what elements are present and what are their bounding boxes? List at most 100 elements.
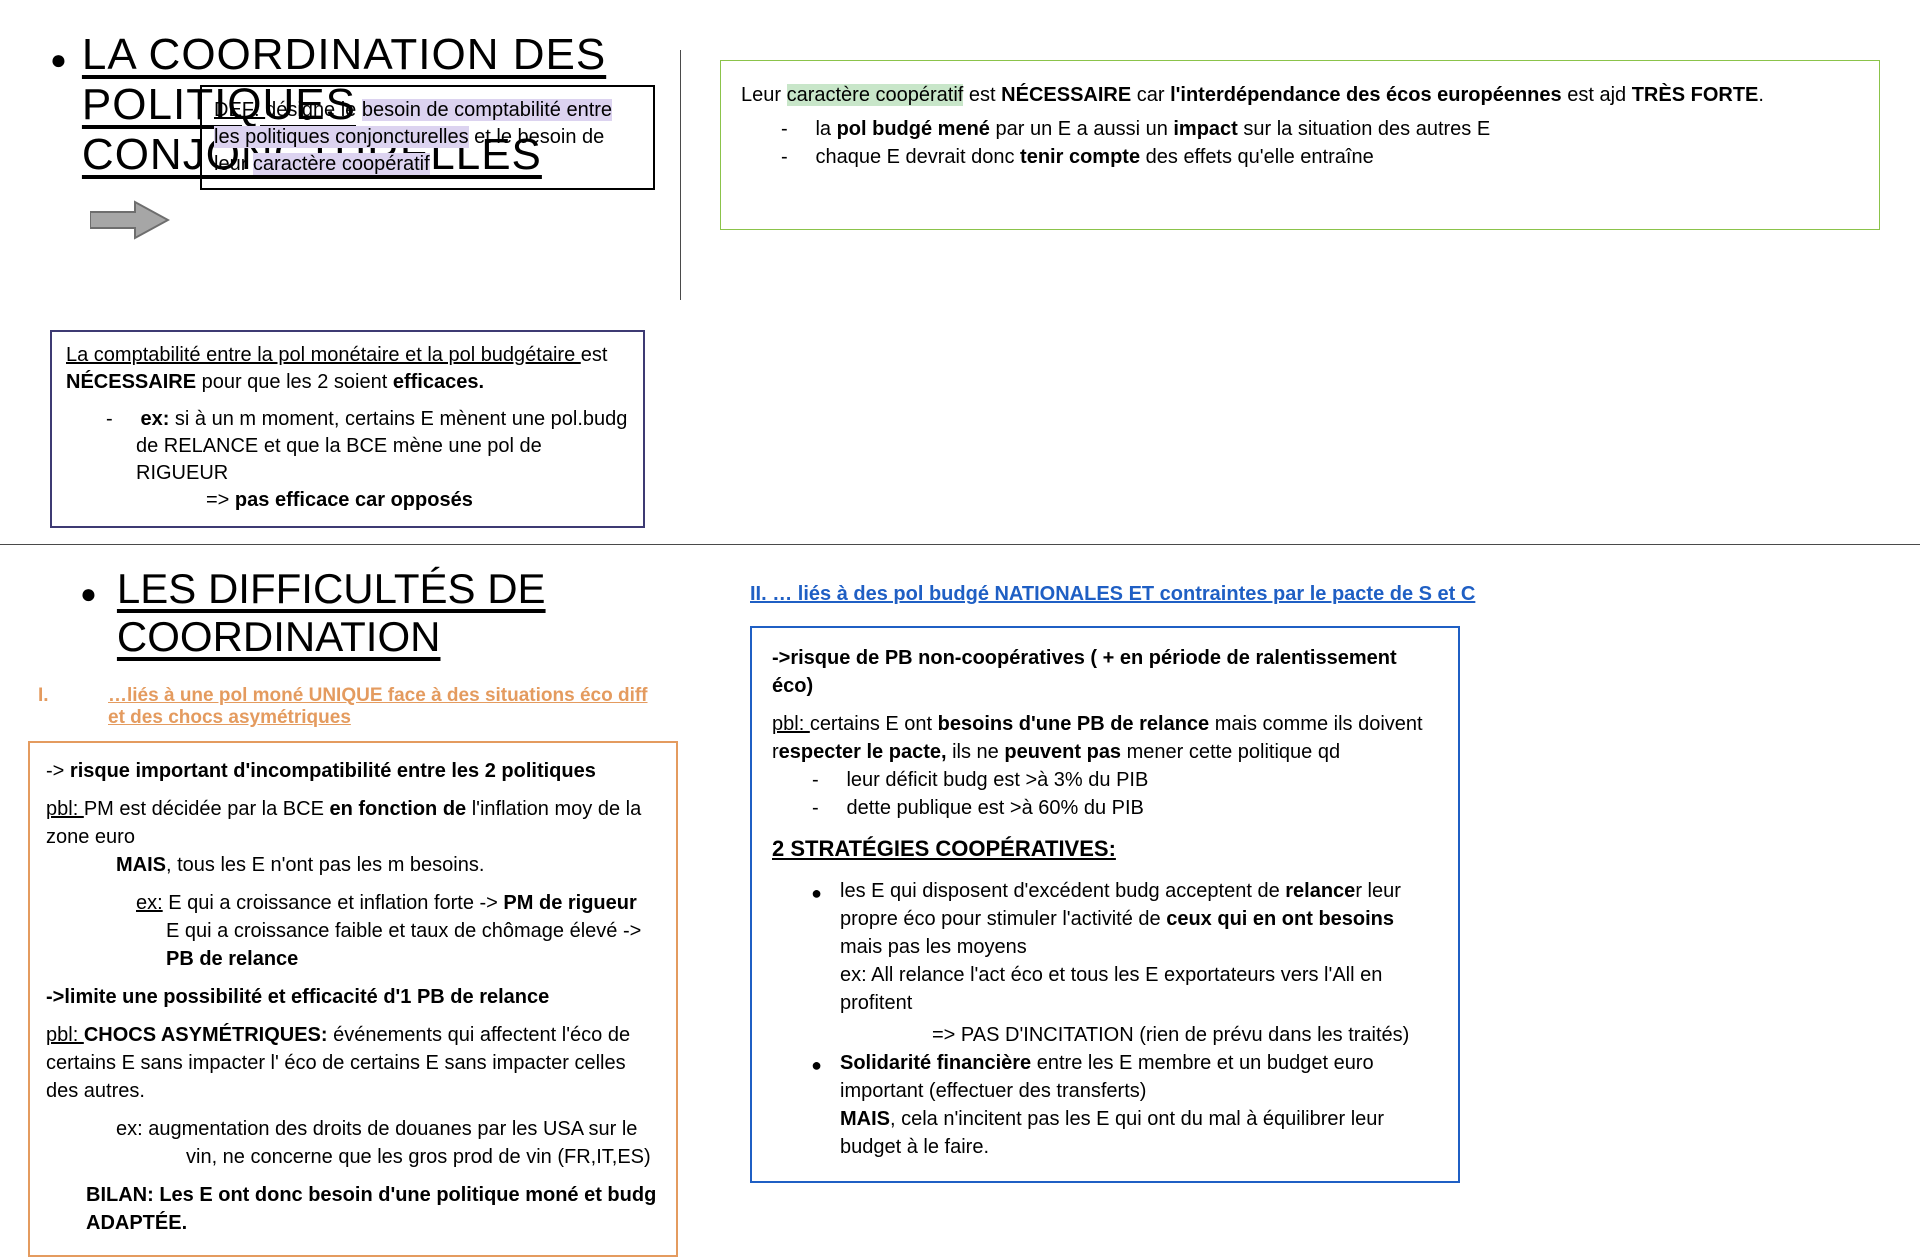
g-i2-pre: chaque E devrait donc: [815, 146, 1020, 168]
bullet-icon: ●: [772, 1049, 822, 1161]
page: ● LA COORDINATION DES POLITIQUES CONJONC…: [0, 0, 1920, 1080]
s1-d: mais pas les moyens: [840, 936, 1027, 958]
ob-ex1: ex: E qui a croissance et inflation fort…: [46, 889, 660, 917]
def-highlight-2: caractère coopératif: [253, 153, 430, 175]
s1-ex: ex: All relance l'act éco et tous les E …: [840, 964, 1382, 1014]
bottom-row: ● LES DIFFICULTÉS DE COORDINATION I. …li…: [0, 555, 1920, 1257]
bb-p2: pbl: certains E ont besoins d'une PB de …: [772, 710, 1438, 766]
bb-p2-label: pbl:: [772, 713, 810, 735]
ob-p5-text: ex: augmentation des droits de douanes p…: [116, 1118, 651, 1168]
s1-b2: ceux qui en ont besoins: [1166, 908, 1394, 930]
ob-p2-mais: MAIS, tous les E n'ont pas les m besoins…: [46, 851, 660, 879]
ob-ex1-a: E qui a croissance et inflation forte ->: [163, 892, 504, 914]
s1-a: les E qui disposent d'excédent budg acce…: [840, 880, 1285, 902]
strategy-1-conclusion: => PAS D'INCITATION (rien de prévu dans …: [772, 1021, 1438, 1049]
g-i1-mid: par un E a aussi un: [990, 118, 1173, 140]
definition-box: DEF: désigne le besoin de comptabilité e…: [200, 85, 655, 190]
ob-p2-b: en fonction de: [330, 798, 467, 820]
heading-2: LES DIFFICULTÉS DE COORDINATION: [117, 565, 680, 661]
ob-p2: pbl: PM est décidée par la BCE en foncti…: [46, 795, 660, 851]
green-line-1: Leur caractère coopératif est NÉCESSAIRE…: [741, 81, 1859, 109]
top-row: ● LA COORDINATION DES POLITIQUES CONJONC…: [0, 0, 1920, 528]
compat-intro-bold2: efficaces.: [393, 371, 484, 393]
ob-p2-a: PM est décidée par la BCE: [84, 798, 330, 820]
bb-p2-b1: besoins d'une PB de relance: [938, 713, 1210, 735]
subheading-1-row: I. …liés à une pol moné UNIQUE face à de…: [28, 685, 680, 729]
g-l1-b2: l'interdépendance des écos européennes: [1170, 84, 1562, 106]
s2-b1: Solidarité financière: [840, 1052, 1031, 1074]
ob-ex2-a: E qui a croissance faible et taux de chô…: [166, 920, 641, 942]
ob-p2-d: , tous les E n'ont pas les m besoins.: [166, 854, 484, 876]
compat-intro-rest2: pour que les 2 soient: [196, 371, 393, 393]
ob-ex2-b: PB de relance: [166, 948, 298, 970]
bullet-icon: ●: [772, 877, 822, 1017]
compat-ex-label: ex:: [140, 408, 169, 430]
g-l1-hl: caractère coopératif: [787, 84, 964, 106]
bb-p2-t2: mener cette politique qd: [1121, 741, 1340, 763]
orange-box: -> risque important d'incompatibilité en…: [28, 741, 678, 1257]
g-i1-tail: sur la situation des autres E: [1238, 118, 1490, 140]
ob-ex-label: ex:: [136, 892, 163, 914]
bb-p2-a: certains E ont: [810, 713, 938, 735]
bb-p1-b: ->risque de PB non-coopératives ( + en p…: [772, 647, 1397, 697]
ob-bilan-b: BILAN: Les E ont donc besoin d'une polit…: [86, 1184, 656, 1234]
horizontal-divider: [0, 544, 1920, 545]
ob-ex1-b: PM de rigueur: [503, 892, 636, 914]
compat-intro: La comptabilité entre la pol monétaire e…: [66, 342, 629, 396]
strategy-1-body: les E qui disposent d'excédent budg acce…: [840, 877, 1438, 1017]
g-l1-pre: Leur: [741, 84, 787, 106]
compat-intro-rest1: est: [581, 344, 608, 366]
s1-b1: relance: [1285, 880, 1355, 902]
ob-p1-bold: risque important d'incompatibilité entre…: [70, 760, 596, 782]
s2-b2: MAIS: [840, 1108, 890, 1130]
bottom-right-column: II. … liés à des pol budgé NATIONALES ET…: [700, 555, 1920, 1257]
arrow-right-icon: [90, 200, 170, 240]
subheading-2: II. … liés à des pol budgé NATIONALES ET…: [750, 583, 1880, 606]
bullet-icon: ●: [80, 580, 97, 608]
bb-p2-b3: peuvent pas: [1004, 741, 1121, 763]
ob-p2-label: pbl:: [46, 798, 84, 820]
bb-p2-t1: ils ne: [947, 741, 1005, 763]
blue-box: ->risque de PB non-coopératives ( + en p…: [750, 626, 1460, 1183]
ob-p5: ex: augmentation des droits de douanes p…: [116, 1115, 660, 1171]
bb-i1: - leur déficit budg est >à 3% du PIB: [772, 766, 1438, 794]
green-item-2: - chaque E devrait donc tenir compte des…: [741, 143, 1859, 171]
g-l1-period: .: [1758, 84, 1764, 106]
strategy-1: ● les E qui disposent d'excédent budg ac…: [772, 877, 1438, 1017]
green-item-1: - la pol budgé mené par un E a aussi un …: [741, 115, 1859, 143]
compat-intro-bold1: NÉCESSAIRE: [66, 371, 196, 393]
ob-p3: ->limite une possibilité et efficacité d…: [46, 983, 660, 1011]
ob-p1-1: -> risque important d'incompatibilité en…: [46, 757, 660, 785]
ob-p4-label: pbl:: [46, 1024, 84, 1046]
heading-2-row: ● LES DIFFICULTÉS DE COORDINATION: [28, 565, 680, 661]
bullet-icon: ●: [50, 46, 67, 74]
ob-p3-b: ->limite une possibilité et efficacité d…: [46, 986, 549, 1008]
compat-conclusion-bold: pas efficace car opposés: [235, 489, 473, 511]
g-i1-b1: pol budgé mené: [837, 118, 990, 140]
bb-i1-t: leur déficit budg est >à 3% du PIB: [846, 769, 1148, 791]
compat-example: - ex: si à un m moment, certains E mènen…: [66, 406, 629, 487]
ob-ex2: E qui a croissance faible et taux de chô…: [46, 917, 660, 973]
ob-p4: pbl: CHOCS ASYMÉTRIQUES: événements qui …: [46, 1021, 660, 1105]
ob-p1-arrow: ->: [46, 760, 70, 782]
compat-conclusion: => pas efficace car opposés: [66, 487, 629, 514]
compat-intro-underline: La comptabilité entre la pol monétaire e…: [66, 344, 581, 366]
green-items: - la pol budgé mené par un E a aussi un …: [741, 115, 1859, 171]
g-l1-mid: est: [963, 84, 1001, 106]
strategy-2-body: Solidarité financière entre les E membre…: [840, 1049, 1438, 1161]
bb-p1: ->risque de PB non-coopératives ( + en p…: [772, 644, 1438, 700]
top-right-column: Leur caractère coopératif est NÉCESSAIRE…: [700, 0, 1920, 528]
vertical-divider: [680, 50, 681, 300]
compat-ex-text: si à un m moment, certains E mènent une …: [136, 408, 627, 484]
g-l1-tail: est ajd: [1562, 84, 1632, 106]
ob-p4-b: CHOCS ASYMÉTRIQUES:: [84, 1024, 328, 1046]
green-box: Leur caractère coopératif est NÉCESSAIRE…: [720, 60, 1880, 230]
def-label: DEF:: [214, 99, 265, 121]
g-l1-b3: TRÈS FORTE: [1632, 84, 1759, 106]
g-i1-b2: impact: [1173, 118, 1237, 140]
bb-i2: - dette publique est >à 60% du PIB: [772, 794, 1438, 822]
strategy-2: ● Solidarité financière entre les E memb…: [772, 1049, 1438, 1161]
ob-mais: MAIS: [116, 854, 166, 876]
top-left-column: ● LA COORDINATION DES POLITIQUES CONJONC…: [0, 0, 700, 528]
g-l1-b1: NÉCESSAIRE: [1001, 84, 1131, 106]
